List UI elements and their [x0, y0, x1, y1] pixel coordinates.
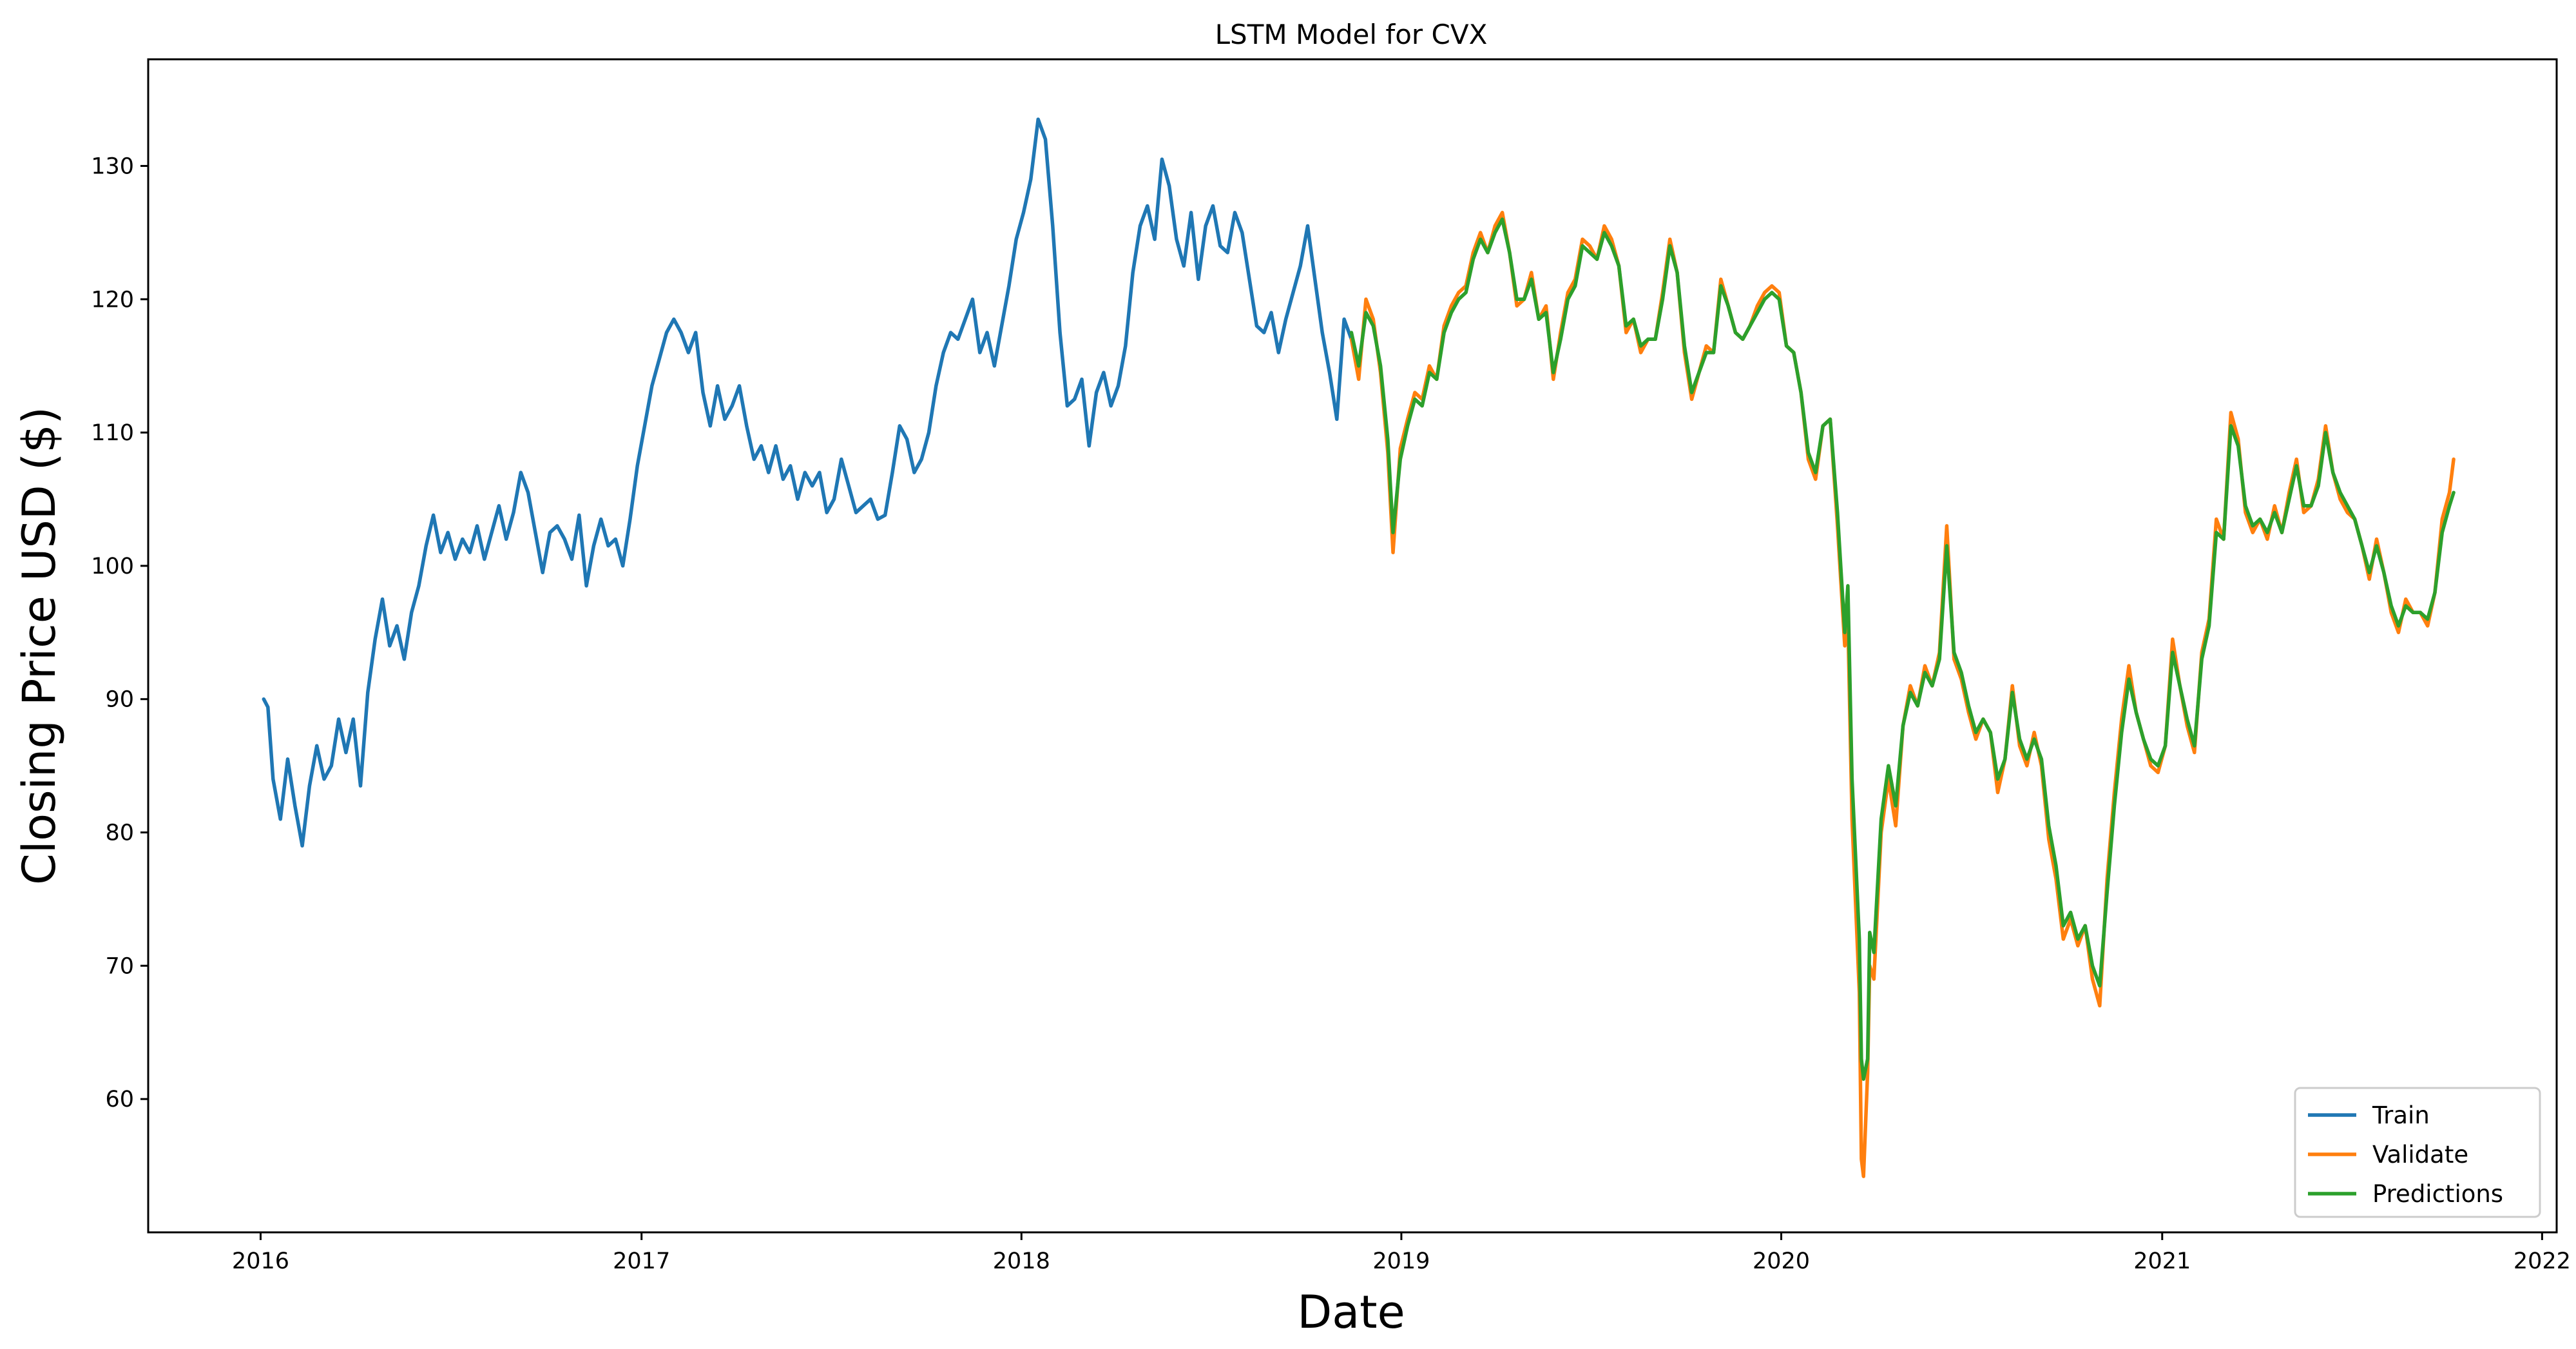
legend-label-train: Train — [2372, 1102, 2430, 1129]
y-tick-label: 130 — [91, 153, 134, 179]
legend-box — [2294, 1087, 2541, 1218]
x-tick-label: 2019 — [1372, 1248, 1430, 1274]
series-line-predictions — [1349, 217, 2456, 1081]
chart-title: LSTM Model for CVX — [1215, 19, 1488, 50]
legend-label-predictions: Predictions — [2372, 1180, 2503, 1208]
y-tick-label: 90 — [105, 687, 134, 713]
y-tick-label: 110 — [91, 420, 134, 446]
x-axis-title: Date — [1297, 1286, 1405, 1339]
x-tick-label: 2022 — [2514, 1248, 2571, 1274]
y-tick-label: 100 — [91, 554, 134, 579]
y-axis-title: Closing Price USD ($) — [13, 407, 66, 885]
x-tick-label: 2021 — [2133, 1248, 2191, 1274]
x-tick-label: 2016 — [232, 1248, 289, 1274]
x-tick-label: 2020 — [1753, 1248, 1810, 1274]
y-tick-label: 120 — [91, 287, 134, 313]
y-tick-label: 70 — [105, 953, 134, 979]
plot-frame — [147, 58, 2558, 1234]
y-tick-label: 60 — [105, 1087, 134, 1112]
series-line-train — [262, 117, 1354, 848]
legend: Train Validate Predictions — [2294, 1087, 2541, 1218]
axis-ticks: 2016 2017 2018 2019 2020 2021 2022 60 70 80 90 100 1… — [91, 153, 2571, 1274]
x-tick-label: 2017 — [613, 1248, 670, 1274]
y-tick-label: 80 — [105, 820, 134, 846]
legend-label-validate: Validate — [2372, 1141, 2468, 1169]
plot-area — [262, 117, 2456, 1178]
x-tick-label: 2018 — [993, 1248, 1050, 1274]
